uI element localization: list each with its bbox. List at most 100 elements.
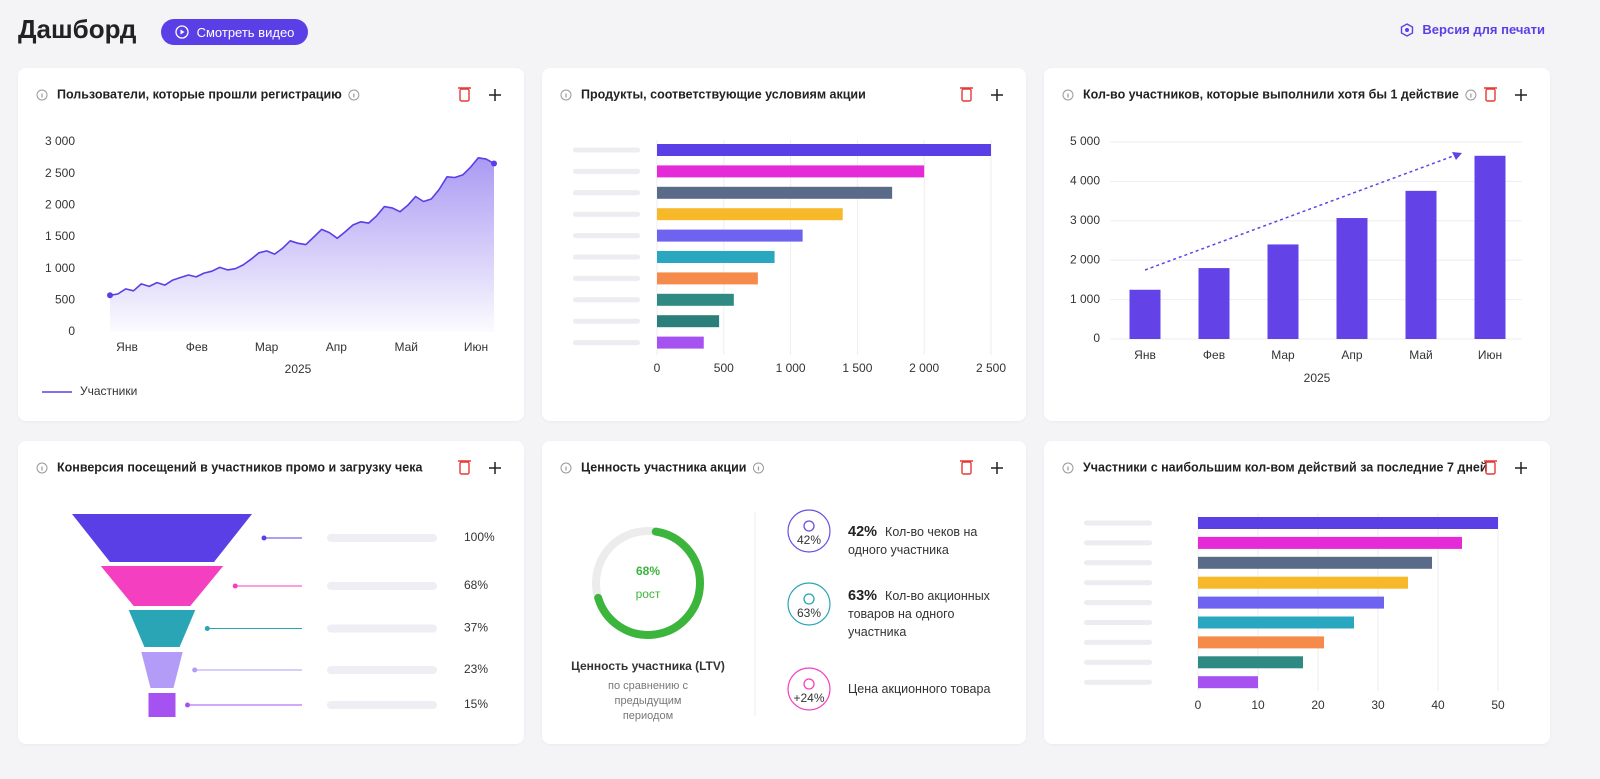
x-tick-label: 20 [1311, 698, 1325, 712]
x-tick-label: 500 [714, 361, 734, 375]
info-icon [1465, 89, 1477, 101]
bar [1405, 190, 1437, 339]
value-label: 68% [464, 578, 488, 592]
metric-text: Кол-во акционных товаров на одного участ… [848, 589, 990, 639]
chart-card: Продукты, соответствующие условиям акции… [542, 68, 1026, 421]
chart: Ценность участника акции 68% рост Ценность … [560, 460, 1003, 716]
delete-body [961, 88, 972, 102]
value-label: 100% [464, 530, 495, 544]
x-tick-label: Июн [1478, 348, 1502, 362]
video-button[interactable]: Смотреть видео [161, 19, 308, 45]
chart: Конверсия посещений в участников промо и… [36, 460, 501, 717]
print-link[interactable]: Версия для печати [1400, 22, 1545, 37]
bar [1198, 268, 1230, 339]
bar [1129, 289, 1161, 339]
y-tick-label: 1 500 [45, 229, 75, 243]
x-tick-label: Фев [1203, 348, 1225, 362]
bar [657, 229, 803, 242]
chart-card: Участники с наибольшим кол-вом действий … [1044, 441, 1550, 744]
info-circle [752, 462, 764, 474]
metric-icon-label: 42% [797, 533, 821, 547]
delete-icon[interactable] [960, 87, 973, 102]
delete-body [1485, 461, 1496, 475]
metric-glyph [803, 678, 815, 690]
bar [1198, 596, 1384, 609]
y-tick-label: 0 [68, 324, 75, 338]
category-placeholder [1084, 580, 1152, 586]
info-circle [36, 462, 48, 474]
bar [1198, 636, 1324, 649]
category-placeholder [573, 233, 640, 239]
metric: 42% Кол-во чеков на одного участника [848, 523, 1008, 559]
category-placeholder [573, 168, 640, 174]
info-icon [1062, 462, 1074, 474]
chart-card: Кол-во участников, которые выполнили хот… [1044, 68, 1550, 421]
metric: 63% Кол-во акционных товаров на одного уч… [848, 587, 1008, 641]
bar [1336, 218, 1368, 339]
bar [1198, 616, 1354, 629]
add-icon[interactable] [1515, 89, 1527, 101]
category-placeholder [573, 318, 640, 324]
category-placeholder [1084, 520, 1152, 526]
bar [1198, 556, 1432, 569]
add-icon[interactable] [991, 89, 1003, 101]
category-placeholder [327, 582, 437, 590]
delete-body [1485, 88, 1496, 102]
category-placeholder [573, 275, 640, 281]
x-tick-label: Апр [1341, 348, 1363, 362]
delete-body [459, 461, 470, 475]
category-placeholder [573, 297, 640, 303]
bar [657, 186, 893, 199]
card-title: Пользователи, которые прошли регистрацию [57, 87, 342, 101]
delete-icon[interactable] [960, 460, 973, 475]
x-axis-label: 2025 [285, 362, 312, 376]
delete-body [961, 461, 972, 475]
add-icon[interactable] [1515, 462, 1527, 474]
category-placeholder [573, 147, 640, 153]
delete-icon[interactable] [1484, 460, 1497, 475]
info-circle [560, 89, 572, 101]
y-tick-label: 3 000 [1070, 213, 1100, 227]
legend-label: Участники [80, 384, 137, 398]
play-icon [174, 25, 189, 39]
info-icon [560, 89, 572, 101]
line [109, 157, 495, 297]
category-placeholder [573, 254, 640, 260]
print-link-label: Версия для печати [1422, 22, 1545, 37]
add-icon[interactable] [489, 462, 501, 474]
info-icon [560, 462, 572, 474]
card-title: Конверсия посещений в участников промо и… [57, 460, 423, 474]
card-title: Кол-во участников, которые выполнили хот… [1083, 87, 1459, 101]
y-tick-label: 2 000 [45, 198, 75, 212]
info-circle [560, 462, 572, 474]
info-icon [36, 89, 48, 101]
x-tick-label: 30 [1371, 698, 1385, 712]
category-placeholder [1084, 620, 1152, 625]
gauge-arc [594, 527, 704, 639]
x-tick-label: 0 [1195, 698, 1202, 712]
metric-text: Кол-во чеков на одного участника [848, 525, 978, 557]
delete-icon[interactable] [458, 87, 471, 102]
add-icon[interactable] [489, 89, 501, 101]
bar [1267, 244, 1299, 339]
bar [1474, 155, 1506, 339]
metric-icon-label: 63% [797, 606, 821, 620]
info-circle [1465, 89, 1477, 101]
card-title: Продукты, соответствующие условиям акции [581, 87, 866, 101]
add-icon[interactable] [991, 462, 1003, 474]
bar [1198, 576, 1408, 589]
category-placeholder [1084, 679, 1152, 685]
delete-icon[interactable] [1484, 87, 1497, 102]
metric-text: Цена акционного товара [848, 682, 991, 696]
x-tick-label: 0 [654, 361, 661, 375]
page-title: Дашборд [18, 14, 137, 44]
bar [1198, 536, 1462, 549]
y-tick-label: 5 000 [1070, 134, 1100, 148]
bar [657, 208, 843, 221]
value-label: 37% [464, 621, 488, 635]
x-tick-label: 10 [1251, 698, 1265, 712]
delete-icon[interactable] [458, 460, 471, 475]
value-label: 15% [464, 697, 488, 711]
x-tick-label: 2 500 [976, 361, 1006, 375]
